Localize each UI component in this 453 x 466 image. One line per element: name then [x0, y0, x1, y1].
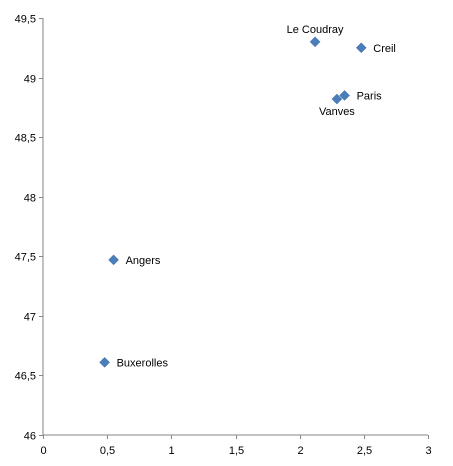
x-tick-label: 0: [40, 445, 46, 457]
data-point-marker: [355, 42, 367, 54]
data-point-label: Creil: [373, 43, 396, 55]
y-tick-label: 46: [24, 431, 36, 443]
data-point-label: Angers: [126, 255, 161, 267]
x-tick-label: 2: [297, 445, 303, 457]
data-point-label: Vanves: [319, 106, 355, 118]
chart-axes: [42, 18, 428, 436]
x-tick-label: 2,5: [357, 445, 372, 457]
data-point-marker: [339, 90, 350, 101]
data-point-marker: [99, 356, 110, 368]
x-tick-label: 3: [425, 445, 431, 457]
y-tick-label: 46,5: [15, 371, 36, 383]
data-point-marker: [309, 36, 321, 48]
y-tick-label: 49,5: [15, 14, 36, 26]
y-tick-label: 47: [24, 312, 36, 324]
y-tick-label: 48: [24, 193, 36, 205]
data-point-label: Buxerolles: [117, 357, 169, 369]
data-point-label: Le Coudray: [287, 24, 344, 36]
x-tick-label: 1,5: [229, 445, 244, 457]
x-axis-ticks: 0 0,5 1 1,5 2 2,5 3: [40, 435, 432, 457]
x-tick-label: 1: [168, 445, 174, 457]
data-points: [99, 36, 367, 368]
data-point-label: Paris: [357, 90, 383, 102]
y-tick-label: 49: [24, 74, 36, 86]
y-axis-ticks: 46 46,5 47 47,5 48 48,5 49 49,5: [15, 14, 43, 443]
data-point-marker: [108, 254, 119, 266]
x-tick-label: 0,5: [100, 445, 115, 457]
y-tick-label: 48,5: [15, 133, 36, 145]
data-point-marker: [331, 93, 343, 105]
y-tick-label: 47,5: [15, 252, 36, 264]
